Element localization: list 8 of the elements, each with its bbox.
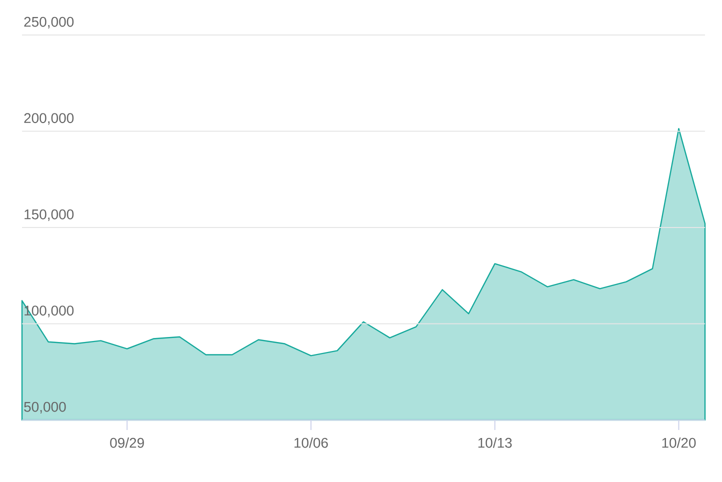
y-tick-label: 150,000 (24, 209, 74, 221)
x-tick-label: 09/29 (110, 438, 144, 448)
x-tick-label: 10/13 (478, 438, 512, 448)
x-tick-label: 10/06 (294, 438, 328, 448)
y-tick-label: 50,000 (24, 402, 66, 414)
x-tick-label: 10/20 (662, 438, 696, 448)
y-tick-label: 250,000 (24, 16, 74, 28)
y-tick-label: 200,000 (24, 113, 74, 125)
